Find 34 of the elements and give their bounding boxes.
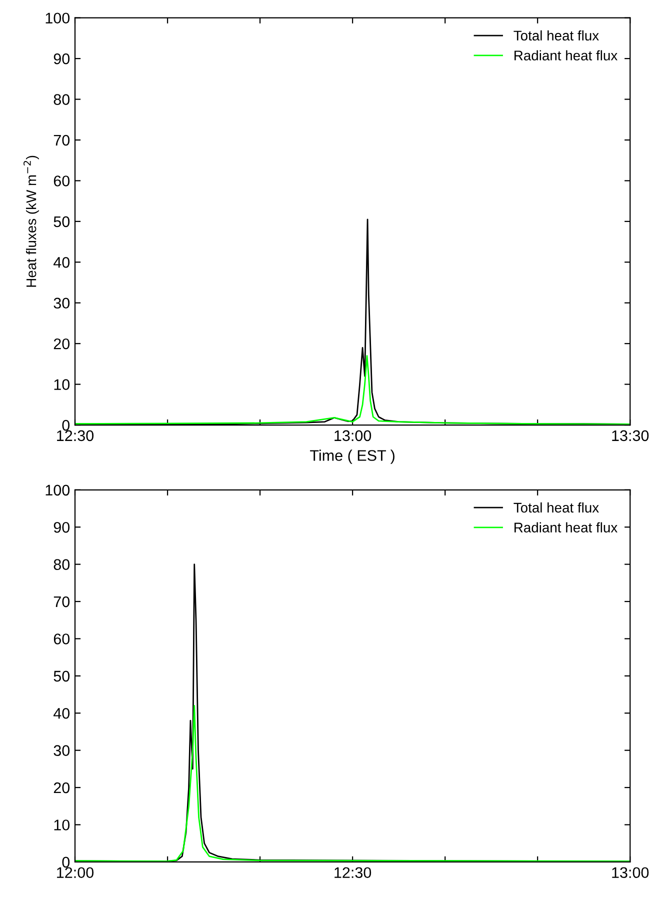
y-tick-label: 20 xyxy=(54,782,70,794)
y-axis-title: Heat fluxes (kW m$^{−2}$) xyxy=(24,156,39,287)
x-tick-label: 12:30 xyxy=(334,867,372,878)
legend-label: Radiant heat flux xyxy=(514,50,618,60)
y-tick-label: 90 xyxy=(54,522,70,533)
y-tick-label: 10 xyxy=(54,379,70,390)
y-tick-label: 30 xyxy=(54,298,70,309)
legend-label: Radiant heat flux xyxy=(514,522,618,532)
y-tick-label: 0 xyxy=(62,856,70,868)
y-tick-label: 100 xyxy=(46,12,70,24)
y-tick-label: 50 xyxy=(54,670,70,682)
y-tick-label: 70 xyxy=(54,596,70,608)
y-tick-label: 60 xyxy=(54,634,70,644)
y-tick-label: 60 xyxy=(54,176,70,186)
y-tick-label: 80 xyxy=(54,94,70,105)
y-tick-label: 90 xyxy=(54,53,70,64)
y-tick-label: 40 xyxy=(53,708,70,719)
legend-label: Total heat flux xyxy=(514,30,599,41)
y-tick-label: 20 xyxy=(54,338,70,350)
y-tick-label: 70 xyxy=(54,134,70,146)
y-tick-label: 80 xyxy=(54,559,70,570)
x-tick-label: 12:30 xyxy=(57,430,94,442)
x-axis-title: Time ( EST ) xyxy=(310,450,394,464)
y-tick-label: 100 xyxy=(46,484,70,496)
y-tick-label: 50 xyxy=(54,216,70,228)
x-tick-label: 13:00 xyxy=(612,867,649,878)
y-tick-label: 40 xyxy=(53,257,70,268)
y-tick-label: 0 xyxy=(62,420,70,431)
y-tick-label: 30 xyxy=(54,745,70,756)
x-tick-label: 13:00 xyxy=(334,430,372,442)
legend-label: Total heat flux xyxy=(514,502,599,513)
x-tick-label: 13:30 xyxy=(612,430,649,442)
y-tick-label: 10 xyxy=(54,820,70,830)
x-tick-label: 12:00 xyxy=(57,867,94,878)
